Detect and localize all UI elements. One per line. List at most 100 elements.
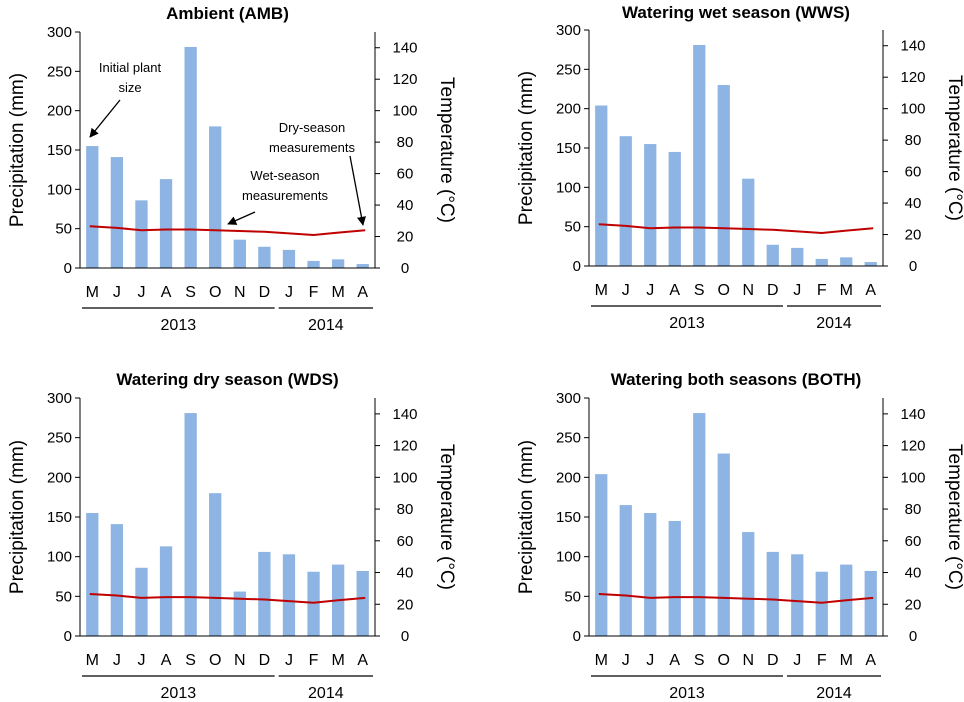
left-tick-label: 0 — [64, 628, 72, 645]
left-tick-label: 100 — [556, 179, 581, 196]
precipitation-bar — [356, 570, 369, 636]
month-label: M — [595, 652, 608, 669]
chart-title: Watering both seasons (BOTH) — [611, 370, 862, 389]
left-tick-label: 100 — [47, 181, 72, 198]
annotation-text: size — [118, 80, 141, 95]
precipitation-bar — [864, 570, 877, 636]
precipitation-bar — [742, 532, 755, 636]
left-tick-label: 250 — [556, 61, 581, 78]
annotation-arrow — [349, 155, 366, 226]
precipitation-bar — [331, 259, 345, 268]
precipitation-bar — [135, 567, 148, 636]
left-tick-label: 300 — [556, 390, 581, 407]
annotation-text: Initial plant — [99, 60, 162, 75]
right-tick-label: 100 — [900, 101, 925, 118]
left-tick-label: 0 — [573, 258, 581, 275]
chart-title: Ambient (AMB) — [166, 4, 289, 23]
month-label: A — [161, 284, 172, 301]
left-tick-label: 100 — [47, 549, 72, 566]
right-tick-label: 120 — [392, 438, 417, 455]
chart-panel-4: Watering both seasons (BOTH)050100150200… — [516, 370, 964, 702]
right-tick-label: 140 — [392, 40, 417, 57]
month-label: J — [285, 284, 293, 301]
precipitation-bar — [159, 179, 173, 268]
right-tick-label: 80 — [905, 501, 922, 518]
month-label: J — [137, 284, 145, 301]
left-tick-label: 100 — [556, 549, 581, 566]
month-label: J — [137, 652, 145, 669]
right-tick-label: 0 — [401, 260, 409, 277]
month-label: D — [259, 652, 271, 669]
precipitation-bar — [644, 513, 657, 636]
precipitation-bar — [815, 258, 828, 266]
precipitation-bar — [766, 244, 779, 266]
left-tick-label: 0 — [64, 260, 72, 277]
chart-panel-2: Watering wet season (WWS)050100150200250… — [516, 3, 964, 332]
right-tick-label: 60 — [905, 533, 922, 550]
month-label: J — [622, 282, 630, 299]
month-label: A — [357, 284, 368, 301]
left-tick-label: 50 — [55, 588, 72, 605]
precipitation-bar — [668, 520, 681, 636]
right-tick-label: 100 — [900, 469, 925, 486]
left-tick-label: 150 — [556, 509, 581, 526]
right-tick-label: 140 — [900, 38, 925, 55]
precipitation-bar — [86, 146, 99, 268]
month-label: J — [793, 652, 801, 669]
precipitation-bar — [840, 257, 853, 266]
temperature-line — [598, 593, 874, 604]
precipitation-bar — [135, 200, 148, 268]
month-label: A — [865, 282, 876, 299]
precipitation-bar — [233, 239, 246, 268]
left-tick-label: 50 — [564, 588, 581, 605]
chart-panel-3: Watering dry season (WDS)050100150200250… — [7, 370, 457, 702]
month-label: N — [742, 282, 754, 299]
precipitation-bar — [307, 260, 320, 268]
left-tick-label: 300 — [556, 22, 581, 39]
right-tick-label: 40 — [905, 195, 922, 212]
left-axis-title: Precipitation (mm) — [516, 71, 537, 225]
precipitation-bar — [258, 246, 271, 268]
right-tick-label: 60 — [905, 164, 922, 181]
precipitation-bar — [233, 591, 246, 636]
month-label: N — [742, 652, 754, 669]
left-tick-label: 250 — [47, 430, 72, 447]
month-label: O — [718, 652, 730, 669]
month-label: M — [840, 282, 853, 299]
right-tick-label: 120 — [392, 71, 417, 88]
left-tick-label: 150 — [556, 140, 581, 157]
year-label: 2014 — [308, 317, 344, 334]
left-tick-label: 250 — [556, 430, 581, 447]
chart-panel-1: Ambient (AMB) 0 50 100 150 200 250 300 0 20 40 60 80… — [7, 4, 457, 334]
month-label: J — [622, 652, 630, 669]
month-label: M — [331, 284, 344, 301]
precipitation-bar — [258, 551, 271, 636]
month-label: J — [646, 652, 654, 669]
precipitation-bar — [619, 136, 632, 266]
right-tick-label: 20 — [397, 596, 414, 613]
precipitation-bar — [110, 524, 124, 636]
precipitation-bar — [791, 554, 804, 636]
left-axis-title: Precipitation (mm) — [7, 73, 28, 227]
precipitation-bar — [159, 546, 173, 636]
precipitation-bar — [717, 453, 730, 636]
left-tick-label: 50 — [55, 221, 72, 238]
precipitation-bar — [693, 413, 706, 636]
right-axis-title: Temperature (°C) — [944, 444, 964, 590]
right-tick-label: 0 — [401, 628, 409, 645]
temperature-line — [89, 225, 366, 237]
right-tick-label: 0 — [909, 628, 917, 645]
year-label: 2013 — [669, 685, 705, 702]
month-label: J — [113, 652, 121, 669]
month-label: M — [595, 282, 608, 299]
right-tick-label: 20 — [905, 227, 922, 244]
month-label: A — [669, 652, 680, 669]
precipitation-bar — [184, 46, 197, 268]
precipitation-bar — [644, 144, 657, 266]
month-label: S — [694, 282, 705, 299]
month-label: O — [718, 282, 730, 299]
month-label: F — [817, 652, 827, 669]
right-tick-label: 100 — [392, 469, 417, 486]
left-tick-label: 0 — [573, 628, 581, 645]
